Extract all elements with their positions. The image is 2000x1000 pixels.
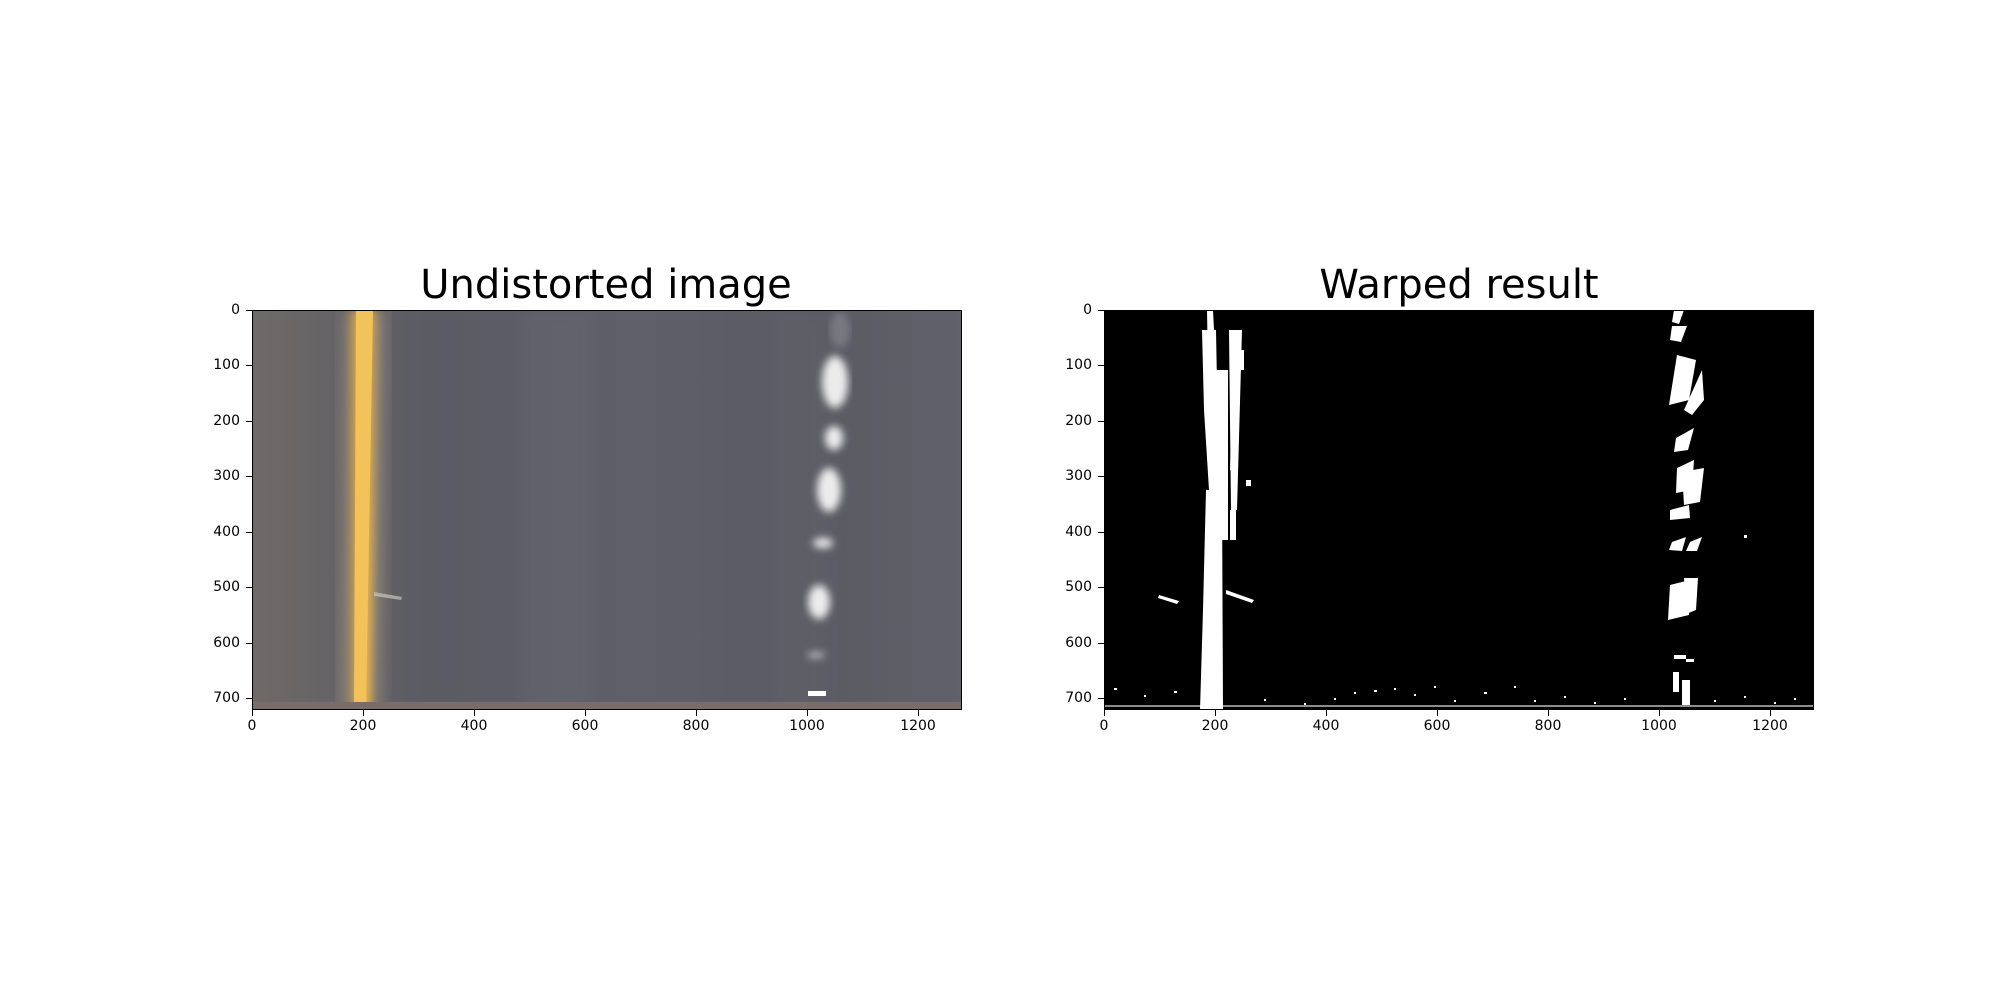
x-tick-label: 200: [1201, 718, 1229, 734]
road-photo-graphic: [252, 310, 962, 710]
panel-undistorted: Undistorted image: [213, 262, 962, 734]
x-tick-label: 200: [349, 718, 377, 734]
y-tick-label: 400: [213, 524, 240, 540]
y-tick-label: 700: [213, 690, 240, 706]
binary-mask-graphic: [1104, 310, 1814, 710]
y-tick-label: 200: [213, 413, 240, 429]
y-tick-label: 100: [213, 357, 240, 373]
y-tick-label: 400: [1065, 524, 1092, 540]
x-tick-label: 800: [1534, 718, 1562, 734]
panel-title: Warped result: [1319, 262, 1599, 308]
y-tick-label: 600: [213, 635, 240, 651]
y-tick-label: 500: [1065, 579, 1092, 595]
y-tick-label: 100: [1065, 357, 1092, 373]
x-tick-label: 400: [460, 718, 488, 734]
y-tick-label: 600: [1065, 635, 1092, 651]
x-tick-label: 600: [1423, 718, 1451, 734]
x-tick-label: 0: [247, 718, 257, 734]
x-tick-label: 1000: [1641, 718, 1677, 734]
y-tick-label: 200: [1065, 413, 1092, 429]
y-tick-label: 500: [213, 579, 240, 595]
y-tick-label: 300: [213, 468, 240, 484]
undistorted-road-image: [252, 310, 962, 710]
y-tick-label: 0: [1083, 302, 1092, 318]
x-tick-label: 1000: [789, 718, 825, 734]
x-tick-label: 1200: [1752, 718, 1788, 734]
warped-binary-image: [1104, 310, 1814, 710]
x-tick-label: 800: [682, 718, 710, 734]
y-tick-label: 700: [1065, 690, 1092, 706]
y-tick-label: 300: [1065, 468, 1092, 484]
y-tick-label: 0: [231, 302, 240, 318]
x-tick-label: 600: [571, 718, 599, 734]
x-tick-label: 400: [1312, 718, 1340, 734]
x-tick-label: 1200: [900, 718, 936, 734]
panel-title: Undistorted image: [420, 262, 792, 308]
x-tick-label: 0: [1099, 718, 1109, 734]
